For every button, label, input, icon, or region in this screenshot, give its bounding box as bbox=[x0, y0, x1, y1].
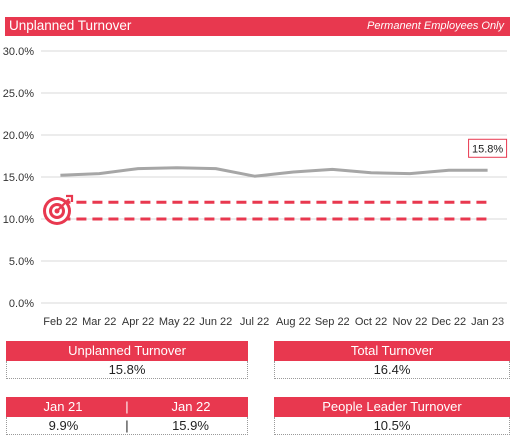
x-tick-label: Apr 22 bbox=[122, 316, 154, 328]
total-turnover-label: Total Turnover bbox=[274, 341, 510, 361]
year-comparison-card: Jan 21 | Jan 22 9.9% | 15.9% bbox=[6, 397, 248, 435]
y-tick-label: 25.0% bbox=[3, 88, 34, 100]
series-line bbox=[60, 166, 488, 178]
unplanned-turnover-value: 15.8% bbox=[6, 361, 248, 379]
people-leader-turnover-card: People Leader Turnover 10.5% bbox=[274, 397, 510, 435]
y-tick-label: 30.0% bbox=[3, 46, 34, 58]
comparison-label-separator: | bbox=[125, 399, 129, 414]
total-turnover-card: Total Turnover 16.4% bbox=[274, 341, 510, 379]
y-tick-label: 0.0% bbox=[9, 298, 34, 310]
x-tick-label: Feb 22 bbox=[43, 316, 77, 328]
comparison-value-left: 9.9% bbox=[48, 418, 79, 433]
last-value-box bbox=[468, 138, 508, 158]
year-comparison-header: Jan 21 | Jan 22 bbox=[6, 397, 248, 417]
x-tick-label: Dec 22 bbox=[431, 316, 466, 328]
y-tick-label: 15.0% bbox=[3, 172, 34, 184]
unplanned-turnover-label: Unplanned Turnover bbox=[6, 341, 248, 361]
people-leader-turnover-value: 10.5% bbox=[274, 417, 510, 435]
comparison-value-right: 15.9% bbox=[172, 418, 209, 433]
x-tick-label: Jul 22 bbox=[240, 316, 269, 328]
total-turnover-value: 16.4% bbox=[274, 361, 510, 379]
unplanned-turnover-card: Unplanned Turnover 15.8% bbox=[6, 341, 248, 379]
comparison-label-right: Jan 22 bbox=[171, 399, 211, 414]
y-tick-label: 20.0% bbox=[3, 130, 34, 142]
x-tick-label: Oct 22 bbox=[355, 316, 387, 328]
chart-header: Unplanned Turnover Permanent Employees O… bbox=[5, 17, 510, 36]
x-tick-label: Sep 22 bbox=[315, 316, 350, 328]
x-tick-label: Nov 22 bbox=[392, 316, 427, 328]
y-tick-label: 5.0% bbox=[9, 256, 34, 268]
x-tick-label: Jun 22 bbox=[199, 316, 232, 328]
target-icon bbox=[43, 194, 74, 225]
year-comparison-values: 9.9% | 15.9% bbox=[6, 417, 248, 435]
people-leader-turnover-label: People Leader Turnover bbox=[274, 397, 510, 417]
turnover-line-chart: 0.0% 5.0% 10.0% 15.0% 20.0% 25.0% 30.0% Feb 22 M… bbox=[3, 46, 508, 328]
x-tick-label: Jan 23 bbox=[471, 316, 504, 328]
chart-subtitle: Permanent Employees Only bbox=[367, 20, 504, 32]
x-tick-label: Mar 22 bbox=[82, 316, 116, 328]
comparison-value-separator: | bbox=[125, 418, 129, 433]
last-value-label: 15.8% bbox=[472, 143, 503, 155]
comparison-label-left: Jan 21 bbox=[43, 399, 83, 414]
chart-title: Unplanned Turnover bbox=[9, 18, 132, 33]
x-tick-label: May 22 bbox=[159, 316, 195, 328]
y-tick-label: 10.0% bbox=[3, 214, 34, 226]
x-tick-label: Aug 22 bbox=[276, 316, 311, 328]
